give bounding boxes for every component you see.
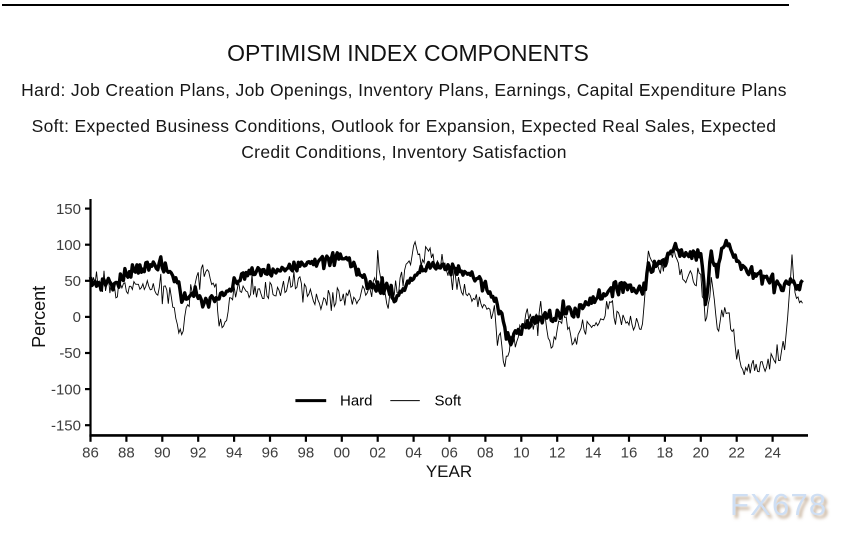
svg-text:92: 92 bbox=[190, 445, 207, 462]
svg-text:24: 24 bbox=[764, 445, 781, 462]
svg-text:08: 08 bbox=[477, 445, 494, 462]
svg-text:10: 10 bbox=[513, 445, 530, 462]
svg-text:Hard: Hard bbox=[340, 393, 373, 410]
svg-text:90: 90 bbox=[154, 445, 171, 462]
svg-text:-150: -150 bbox=[51, 417, 81, 434]
svg-text:YEAR: YEAR bbox=[426, 462, 472, 481]
svg-text:20: 20 bbox=[692, 445, 709, 462]
svg-text:Percent: Percent bbox=[29, 286, 49, 348]
svg-text:-50: -50 bbox=[59, 345, 81, 362]
svg-text:06: 06 bbox=[441, 445, 458, 462]
svg-text:150: 150 bbox=[56, 201, 81, 218]
svg-text:04: 04 bbox=[405, 445, 422, 462]
svg-text:0: 0 bbox=[73, 309, 81, 326]
svg-text:86: 86 bbox=[82, 445, 99, 462]
svg-text:16: 16 bbox=[621, 445, 638, 462]
svg-text:18: 18 bbox=[657, 445, 674, 462]
svg-text:100: 100 bbox=[56, 237, 81, 254]
svg-text:02: 02 bbox=[369, 445, 386, 462]
svg-text:98: 98 bbox=[298, 445, 315, 462]
svg-text:50: 50 bbox=[64, 273, 81, 290]
svg-text:00: 00 bbox=[333, 445, 350, 462]
svg-text:88: 88 bbox=[118, 445, 135, 462]
svg-text:22: 22 bbox=[728, 445, 745, 462]
svg-text:-100: -100 bbox=[51, 381, 81, 398]
svg-text:Soft: Soft bbox=[435, 393, 463, 410]
svg-text:94: 94 bbox=[226, 445, 243, 462]
svg-text:96: 96 bbox=[262, 445, 279, 462]
svg-text:14: 14 bbox=[585, 445, 602, 462]
svg-text:12: 12 bbox=[549, 445, 566, 462]
